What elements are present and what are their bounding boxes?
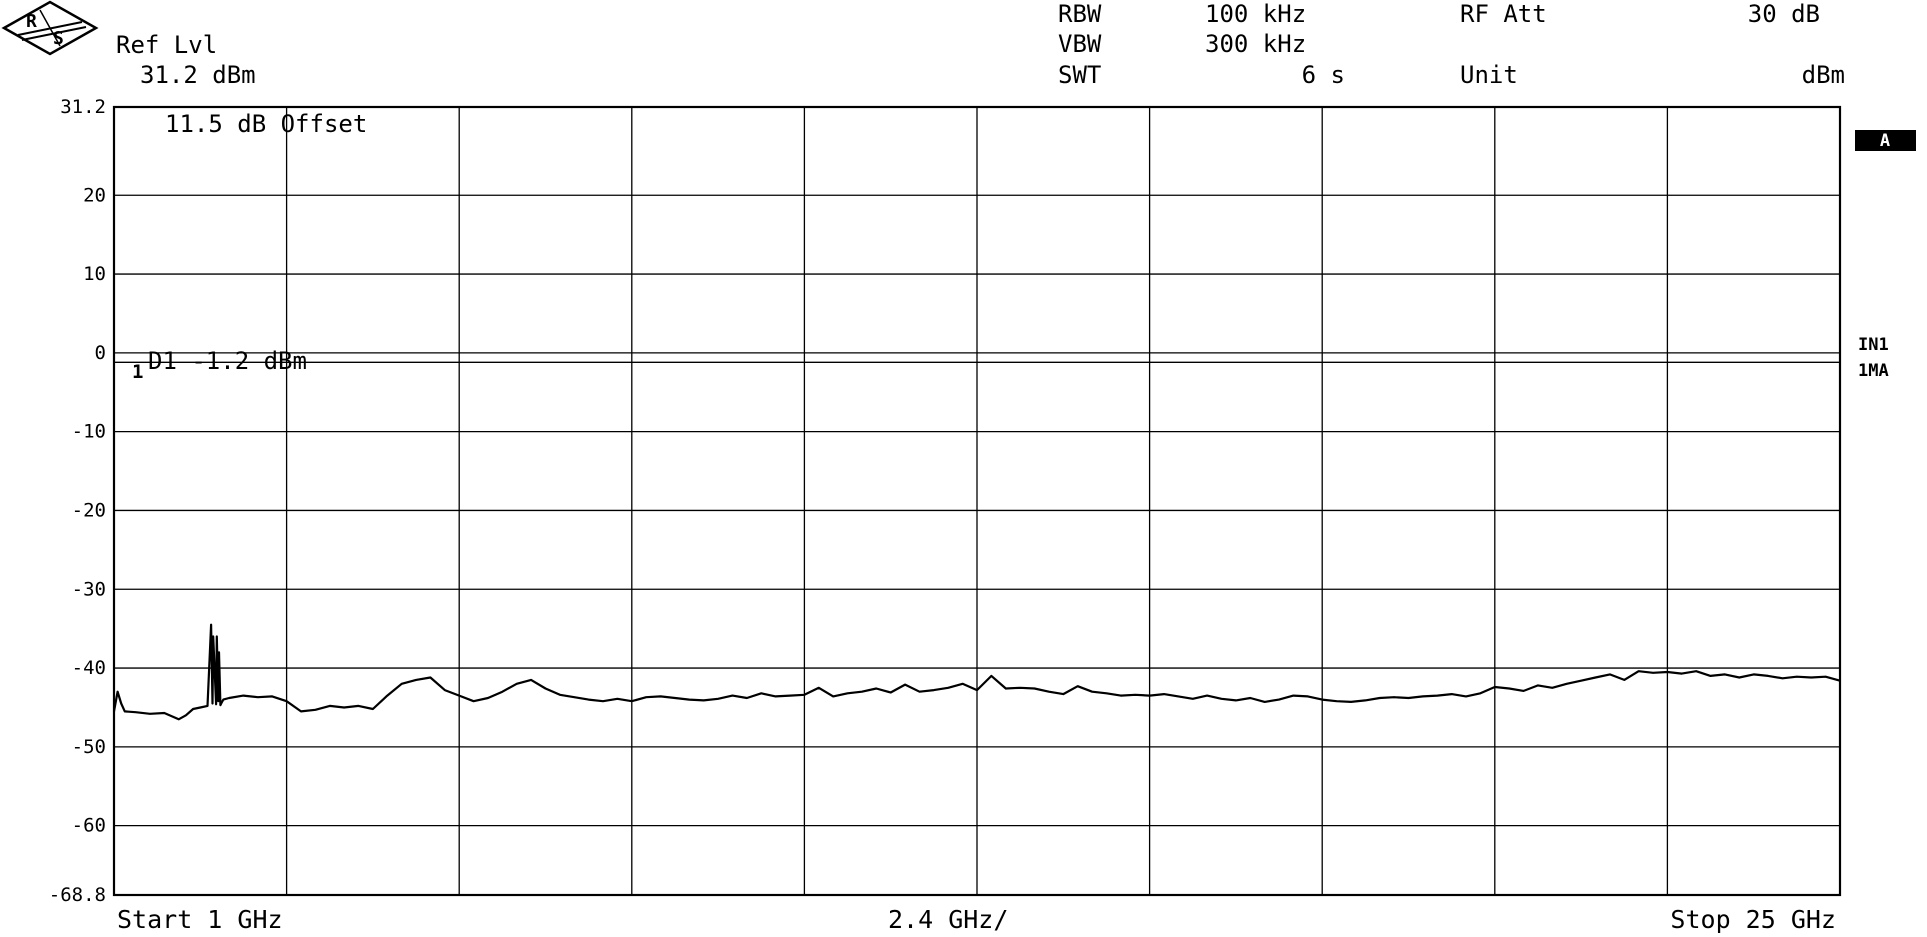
unit-label: Unit: [1460, 61, 1518, 89]
vbw-label: VBW: [1058, 30, 1102, 58]
ref-lvl-label: Ref Lvl: [116, 31, 217, 59]
vertical-gridlines: [285, 107, 1669, 895]
display-line-label: D1 -1.2 dBm: [148, 347, 307, 375]
offset-annotation: 11.5 dB Offset: [165, 110, 367, 138]
y-tick-label: -10: [72, 421, 106, 443]
svg-text:R: R: [26, 11, 37, 32]
rbw-value: 100 kHz: [1205, 0, 1306, 28]
ref-lvl-value: 31.2 dBm: [140, 61, 256, 89]
y-tick-label: -40: [72, 657, 106, 679]
start-frequency: Start 1 GHz: [117, 905, 283, 934]
y-tick-label: -30: [72, 578, 106, 600]
trace-line: [112, 623, 1841, 721]
svg-text:S: S: [53, 28, 64, 49]
trace-a-label: A: [1880, 131, 1890, 151]
trace-a-badge: [1855, 130, 1916, 151]
y-tick-label: -68.8: [49, 884, 106, 906]
rf-att-value: 30 dB: [1748, 0, 1820, 28]
y-tick-label: 31.2: [60, 96, 106, 118]
rs-logo-icon: R S: [1, 0, 99, 56]
rbw-label: RBW: [1058, 0, 1102, 28]
rf-att-label: RF Att: [1460, 0, 1547, 28]
vbw-value: 300 kHz: [1205, 30, 1306, 58]
horizontal-gridlines: [114, 194, 1840, 827]
y-tick-label: -20: [72, 499, 106, 521]
frequency-per-division: 2.4 GHz/: [888, 905, 1008, 934]
marker-label: 1: [132, 361, 143, 383]
input-label: IN1: [1858, 335, 1889, 355]
trace-mode-label: 1MA: [1858, 361, 1889, 381]
y-tick-label: -60: [72, 815, 106, 837]
plot-frame: [112, 105, 1842, 897]
y-tick-label: 10: [83, 263, 106, 285]
stop-frequency: Stop 25 GHz: [1670, 905, 1836, 934]
unit-value: dBm: [1802, 61, 1845, 89]
spectrum-plot: 31.2 20 10 0 -10 -20 -30 -40 -50 -60 -68.8: [49, 96, 1842, 906]
y-tick-label: 0: [95, 342, 106, 364]
y-tick-labels: 31.2 20 10 0 -10 -20 -30 -40 -50 -60 -68.8: [49, 96, 106, 906]
y-tick-label: -50: [72, 736, 106, 758]
swt-value: 6 s: [1302, 61, 1345, 89]
y-tick-label: 20: [83, 184, 106, 206]
swt-label: SWT: [1058, 61, 1101, 89]
